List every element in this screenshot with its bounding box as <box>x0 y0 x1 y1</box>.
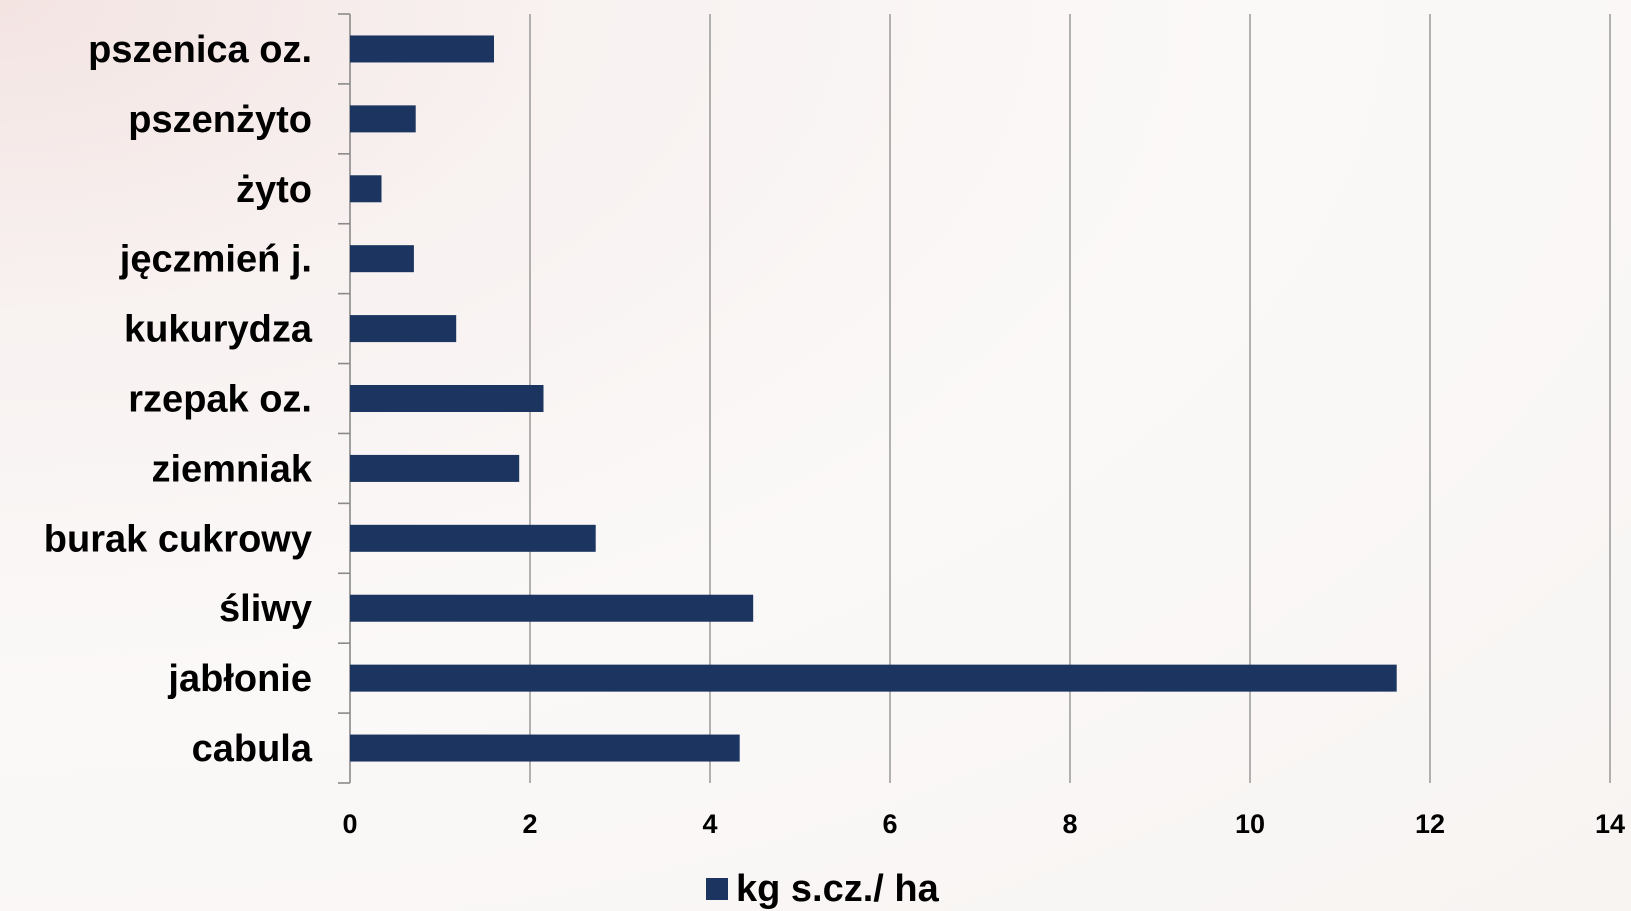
category-label: jabłonie <box>167 658 312 700</box>
legend-label: kg s.cz./ ha <box>736 868 940 910</box>
x-tick-label: 6 <box>882 809 897 839</box>
bar-9 <box>350 594 754 622</box>
gridlines <box>529 14 1611 783</box>
x-tick-label: 12 <box>1415 809 1445 839</box>
category-label: ziemniak <box>151 448 312 490</box>
category-labels: pszenica oz. pszenżyto żyto jęczmień j. kuku… <box>44 29 313 770</box>
y-axis <box>338 13 351 784</box>
x-tick-labels: 0 2 4 6 8 10 12 14 <box>342 809 1625 839</box>
bar-6 <box>350 385 544 412</box>
x-tick-label: 2 <box>522 809 537 839</box>
x-tick-label: 8 <box>1062 809 1077 839</box>
legend-swatch <box>706 878 728 900</box>
category-label: pszenżyto <box>128 99 312 141</box>
bar-10 <box>350 664 1397 692</box>
category-label: jęczmień j. <box>119 239 312 281</box>
bar-1 <box>350 35 494 63</box>
legend: kg s.cz./ ha <box>706 868 940 910</box>
bar-4 <box>350 245 414 273</box>
x-tick-label: 0 <box>342 809 357 839</box>
category-label: rzepak oz. <box>128 379 312 421</box>
bar-11 <box>350 734 740 762</box>
bars <box>350 35 1397 762</box>
x-tick-label: 10 <box>1235 809 1265 839</box>
category-label: śliwy <box>219 588 312 630</box>
bar-8 <box>350 524 596 552</box>
category-label: cabula <box>192 728 313 770</box>
x-tick-label: 4 <box>702 809 717 839</box>
bar-2 <box>350 105 416 133</box>
category-label: żyto <box>236 169 312 211</box>
x-tick-label: 14 <box>1595 809 1625 839</box>
bar-7 <box>350 454 520 482</box>
category-label: pszenica oz. <box>88 29 312 71</box>
bar-5 <box>350 315 457 343</box>
category-label: burak cukrowy <box>44 518 312 560</box>
bar-3 <box>350 175 382 203</box>
category-label: kukurydza <box>124 309 313 351</box>
